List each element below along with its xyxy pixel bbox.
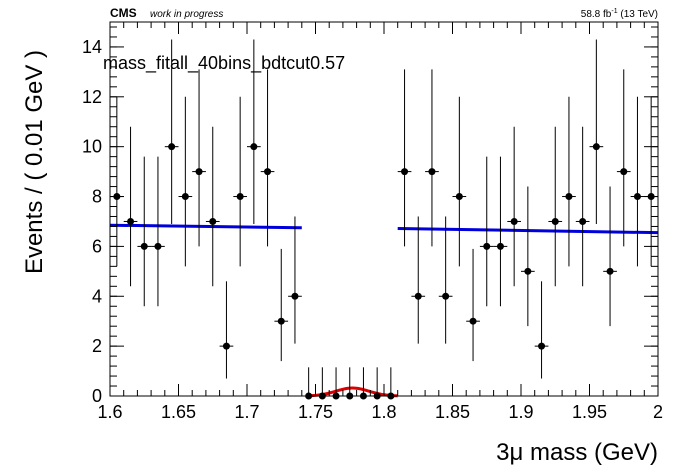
experiment-label: CMS: [110, 6, 137, 20]
data-point: [181, 193, 189, 201]
y-tick-label: 10: [82, 137, 102, 157]
data-point: [401, 168, 409, 176]
x-tick-label: 2: [653, 402, 663, 422]
data-point: [195, 168, 203, 176]
data-point: [236, 193, 244, 201]
x-tick-label: 1.9: [508, 402, 533, 422]
y-tick-label: 8: [92, 187, 102, 207]
x-tick-label: 1.6: [97, 402, 122, 422]
data-point: [565, 193, 573, 201]
y-tick-label: 2: [92, 336, 102, 356]
status-label: work in progress: [150, 9, 223, 20]
data-point: [469, 317, 477, 325]
data-point: [606, 267, 614, 275]
data-point: [510, 217, 518, 225]
y-tick-label: 6: [92, 236, 102, 256]
data-point: [264, 168, 272, 176]
data-point: [442, 292, 450, 300]
data-point: [524, 267, 532, 275]
y-tick-label: 4: [92, 286, 102, 306]
data-point: [127, 217, 135, 225]
x-tick-label: 1.7: [234, 402, 259, 422]
data-point: [277, 317, 285, 325]
chart-title: mass_fitall_40bins_bdtcut0.57: [103, 53, 345, 74]
data-point: [592, 143, 600, 151]
x-tick-label: 1.85: [435, 402, 470, 422]
x-axis-label: 3μ mass (GeV): [496, 439, 658, 466]
data-point: [579, 217, 587, 225]
data-point: [428, 168, 436, 176]
x-tick-label: 1.75: [298, 402, 333, 422]
data-point: [250, 143, 258, 151]
data-point: [496, 242, 504, 250]
data-point: [140, 242, 148, 250]
data-point: [209, 217, 217, 225]
luminosity-label: 58.8 fb-1 (13 TeV): [581, 8, 658, 20]
data-point: [222, 342, 230, 350]
y-tick-label: 14: [82, 37, 102, 57]
y-tick-label: 12: [82, 87, 102, 107]
data-point: [538, 342, 546, 350]
x-axis: 1.6 1.65 1.7 1.75 1.8 1.85 1.9 1.95 2: [97, 22, 663, 422]
data-point: [168, 143, 176, 151]
x-tick-label: 1.8: [371, 402, 396, 422]
data-point: [633, 193, 641, 201]
y-axis-label: Events / ( 0.01 GeV ): [21, 50, 48, 274]
y-tick-label: 0: [92, 386, 102, 406]
background-fit-line: [109, 223, 302, 230]
data-point: [483, 242, 491, 250]
data-point: [154, 242, 162, 250]
data-point: [414, 292, 422, 300]
data-layer: [109, 39, 659, 400]
x-tick-label: 1.95: [572, 402, 607, 422]
y-axis: 0 2 4 6 8 10 12 14: [82, 26, 658, 406]
data-point: [455, 193, 463, 201]
data-point: [291, 292, 299, 300]
x-tick-label: 1.65: [161, 402, 196, 422]
data-point: [551, 217, 559, 225]
data-point: [620, 168, 628, 176]
